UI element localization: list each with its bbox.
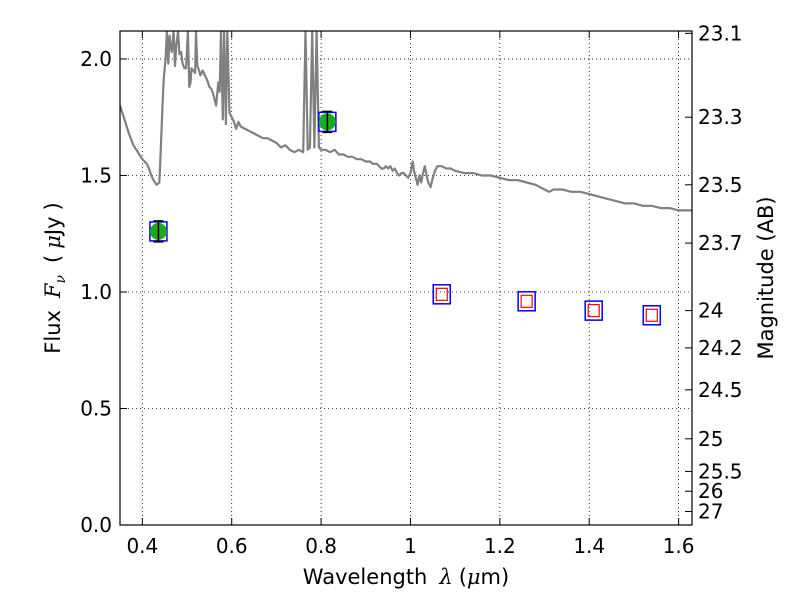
y-tick-label: 0.5 xyxy=(80,396,112,420)
observed-point xyxy=(318,110,337,134)
y2-tick-label: 27 xyxy=(698,499,723,523)
spectrum-line xyxy=(120,31,692,212)
y-tick-label: 1.0 xyxy=(80,280,112,304)
y2-tick-label: 26 xyxy=(698,479,723,503)
model-inner-box xyxy=(435,287,448,301)
y2-tick-label: 23.3 xyxy=(698,105,743,129)
x-axis: 0.4 0.6 0.8 1 1.2 1.4 1.6 xyxy=(126,31,695,558)
y2-tick-label: 25 xyxy=(698,427,723,451)
model-point xyxy=(432,284,451,305)
model-point xyxy=(517,291,536,312)
x-tick-label: 0.6 xyxy=(216,534,248,558)
model-outer-box xyxy=(642,305,662,326)
model-inner-box xyxy=(520,294,533,308)
plot-frame xyxy=(119,30,693,526)
model-outer-box xyxy=(584,300,603,321)
model-points xyxy=(432,284,662,326)
y-axis-label: FluxFν(μJy) xyxy=(41,202,69,353)
observed-point xyxy=(149,220,168,243)
model-outer-box xyxy=(517,291,536,312)
y-tick-label: 1.5 xyxy=(80,163,112,187)
x-tick-label: 1.2 xyxy=(484,534,516,558)
y2-tick-label: 24 xyxy=(698,299,723,323)
x-tick-label: 0.8 xyxy=(305,534,337,558)
model-point xyxy=(642,305,662,326)
y2-tick-label: 24.5 xyxy=(698,378,743,402)
x-axis-label: Wavelength λ (μm) xyxy=(303,565,509,589)
y2-tick-label: 23.7 xyxy=(698,231,743,255)
x-tick-label: 1.4 xyxy=(573,534,605,558)
y-tick-label: 0.0 xyxy=(80,513,112,537)
x-tick-label: 1 xyxy=(404,534,417,558)
x-tick-label: 0.4 xyxy=(126,534,158,558)
observed-points xyxy=(149,110,337,243)
x-tick-label: 1.6 xyxy=(663,534,695,558)
y2-tick-label: 23.1 xyxy=(698,21,743,45)
y2-axis-label: Magnitude (AB) xyxy=(754,196,778,359)
model-inner-box xyxy=(645,308,658,322)
y2-tick-label: 23.5 xyxy=(698,173,743,197)
y-axis: 0.0 0.5 1.0 1.5 2.0 xyxy=(80,47,127,537)
y2-tick-label: 25.5 xyxy=(698,459,743,483)
model-outer-box xyxy=(432,284,451,305)
model-point xyxy=(584,300,603,321)
y2-tick-label: 24.2 xyxy=(698,336,743,360)
model-inner-box xyxy=(587,304,600,318)
y-tick-label: 2.0 xyxy=(80,47,112,71)
